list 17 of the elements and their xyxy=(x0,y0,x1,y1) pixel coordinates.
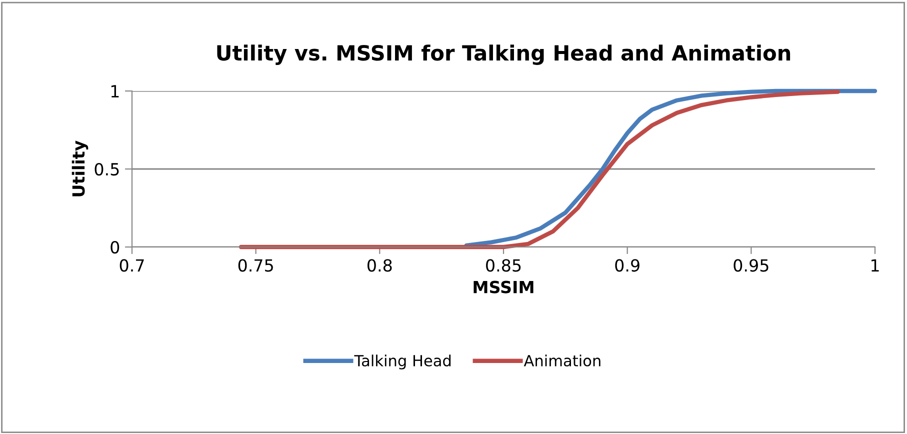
line-series xyxy=(464,88,878,248)
legend-label: Animation xyxy=(524,354,600,366)
x-tick-label: 0.85 xyxy=(486,259,521,272)
x-axis-title: MSSIM xyxy=(474,280,534,294)
x-tick-label: 0.95 xyxy=(734,259,768,272)
legend-label: Talking Head xyxy=(354,354,451,370)
x-tick-label: 0.8 xyxy=(368,259,392,272)
y-tick-label: 0 xyxy=(110,240,120,254)
x-tick-label: 1 xyxy=(872,259,879,272)
y-axis-title: Utility xyxy=(72,140,88,196)
line-series xyxy=(238,90,840,250)
chart-title: Utility vs. MSSIM for Talking Head and Animation xyxy=(217,44,790,65)
y-tick-label: 0.5 xyxy=(94,162,119,176)
y-tick-label: 1 xyxy=(111,85,119,98)
x-tick-label: 0.9 xyxy=(615,259,640,272)
x-tick-label: 0.7 xyxy=(120,259,144,272)
x-tick-label: 0.75 xyxy=(238,259,273,272)
